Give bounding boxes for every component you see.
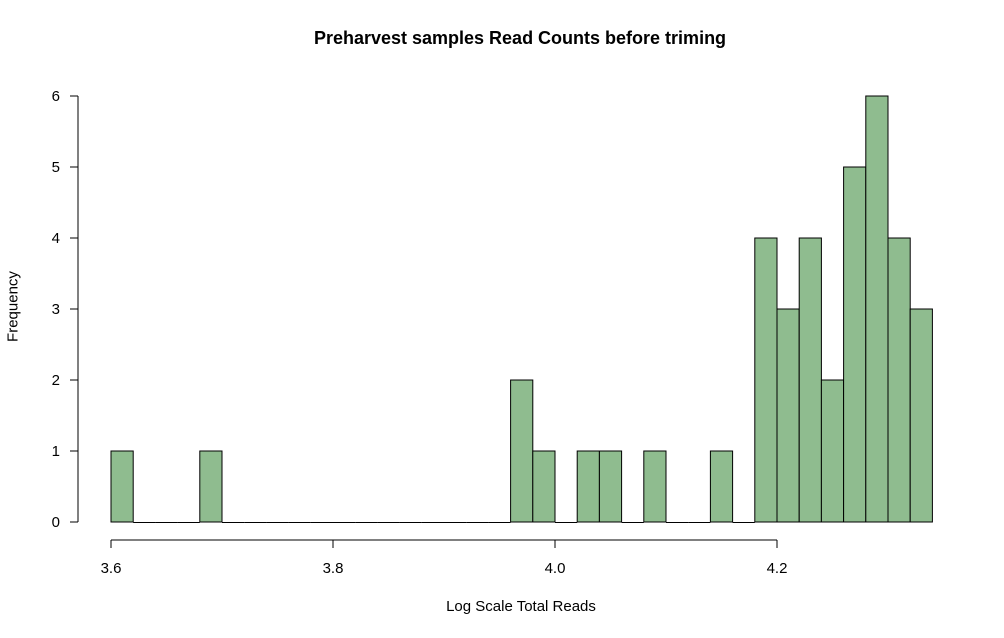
histogram-bar <box>754 237 778 523</box>
histogram-bar <box>798 237 822 523</box>
y-tick-label: 1 <box>52 443 60 460</box>
histogram-bar <box>110 450 134 523</box>
y-axis: 0 1 2 3 4 5 6 <box>52 88 79 531</box>
y-tick-label: 4 <box>52 230 60 247</box>
histogram-bar <box>887 237 911 523</box>
histogram-bar <box>865 95 889 523</box>
histogram-bar <box>598 450 623 523</box>
histogram-bar <box>532 450 556 523</box>
x-tick-label: 3.8 <box>323 560 344 577</box>
x-tick-label: 4.2 <box>767 560 788 577</box>
x-tick-label: 4.0 <box>545 560 566 577</box>
histogram-bar <box>576 450 600 523</box>
y-tick-label: 2 <box>52 372 60 389</box>
histogram-bar <box>199 450 223 523</box>
x-axis-label: Log Scale Total Reads <box>446 598 596 615</box>
histogram-bars <box>110 95 933 523</box>
y-tick-label: 0 <box>52 514 60 531</box>
x-axis: 3.6 3.8 4.0 4.2 <box>101 539 788 577</box>
histogram-bar <box>776 308 800 523</box>
histogram-bar <box>643 450 667 523</box>
y-tick-label: 3 <box>52 301 60 318</box>
chart-title: Preharvest samples Read Counts before tr… <box>313 28 727 48</box>
histogram-bar <box>510 379 534 523</box>
y-tick-label: 5 <box>52 159 60 176</box>
histogram-bar <box>820 379 845 523</box>
histogram-bar <box>843 166 867 523</box>
histogram-bar <box>909 308 933 523</box>
y-tick-label: 6 <box>52 88 60 105</box>
x-tick-label: 3.6 <box>101 560 122 577</box>
histogram-bar <box>709 450 734 523</box>
